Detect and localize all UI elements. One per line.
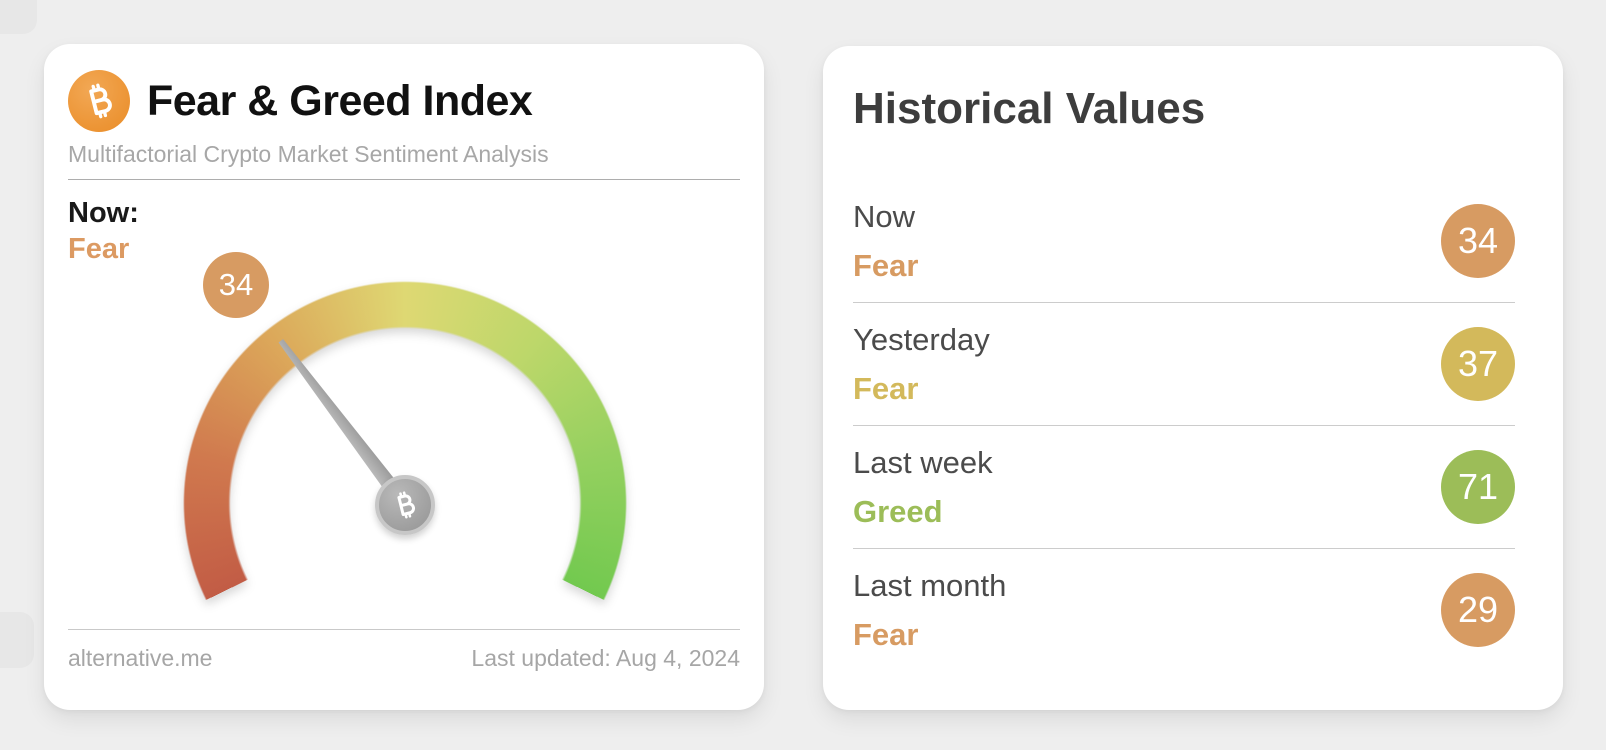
row-sentiment-label: Fear [853,247,919,283]
row-sentiment-label: Fear [853,616,919,652]
row-period-label: Last week [853,444,993,480]
historical-values-title: Historical Values [853,84,1206,133]
row-period-label: Now [853,198,916,234]
now-label: Now: [68,197,139,229]
header-divider [68,179,740,180]
row-period-label: Last month [853,567,1007,603]
row-period-label: Yesterday [853,321,990,357]
row-value-badge: 37 [1441,327,1515,401]
row-value-badge: 29 [1441,573,1515,647]
subtitle: Multifactorial Crypto Market Sentiment A… [68,141,549,167]
card-footer: alternative.me Last updated: Aug 4, 2024 [68,629,740,672]
page-title: Fear & Greed Index [147,76,533,125]
history-row-last-week: Last week Greed 71 [853,426,1515,549]
history-row-last-month: Last month Fear 29 [853,549,1515,671]
gauge-value-badge: 34 [203,252,269,318]
row-value-badge: 34 [1441,204,1515,278]
fear-greed-card-content: Fear & Greed Index Multifactorial Crypto… [44,44,764,725]
fear-greed-card: Fear & Greed Index Multifactorial Crypto… [44,44,764,725]
edge-fragment-left [0,612,34,668]
fear-greed-header: Fear & Greed Index [68,70,740,132]
row-sentiment-label: Fear [853,370,919,406]
now-sentiment-value: Fear [68,233,130,265]
historical-values-card: Historical Values Now Fear 34 Yesterday … [823,46,1563,710]
history-row-now: Now Fear 34 [853,180,1515,303]
row-sentiment-label: Greed [853,493,943,529]
historical-values-content: Historical Values Now Fear 34 Yesterday … [823,46,1563,710]
row-value-badge: 71 [1441,450,1515,524]
bitcoin-icon [68,70,130,132]
source-link[interactable]: alternative.me [68,645,213,671]
history-row-yesterday: Yesterday Fear 37 [853,303,1515,426]
last-updated-text: Last updated: Aug 4, 2024 [471,645,740,671]
edge-fragment-top-left [0,0,37,34]
gauge-hub-bitcoin-icon [375,475,435,535]
